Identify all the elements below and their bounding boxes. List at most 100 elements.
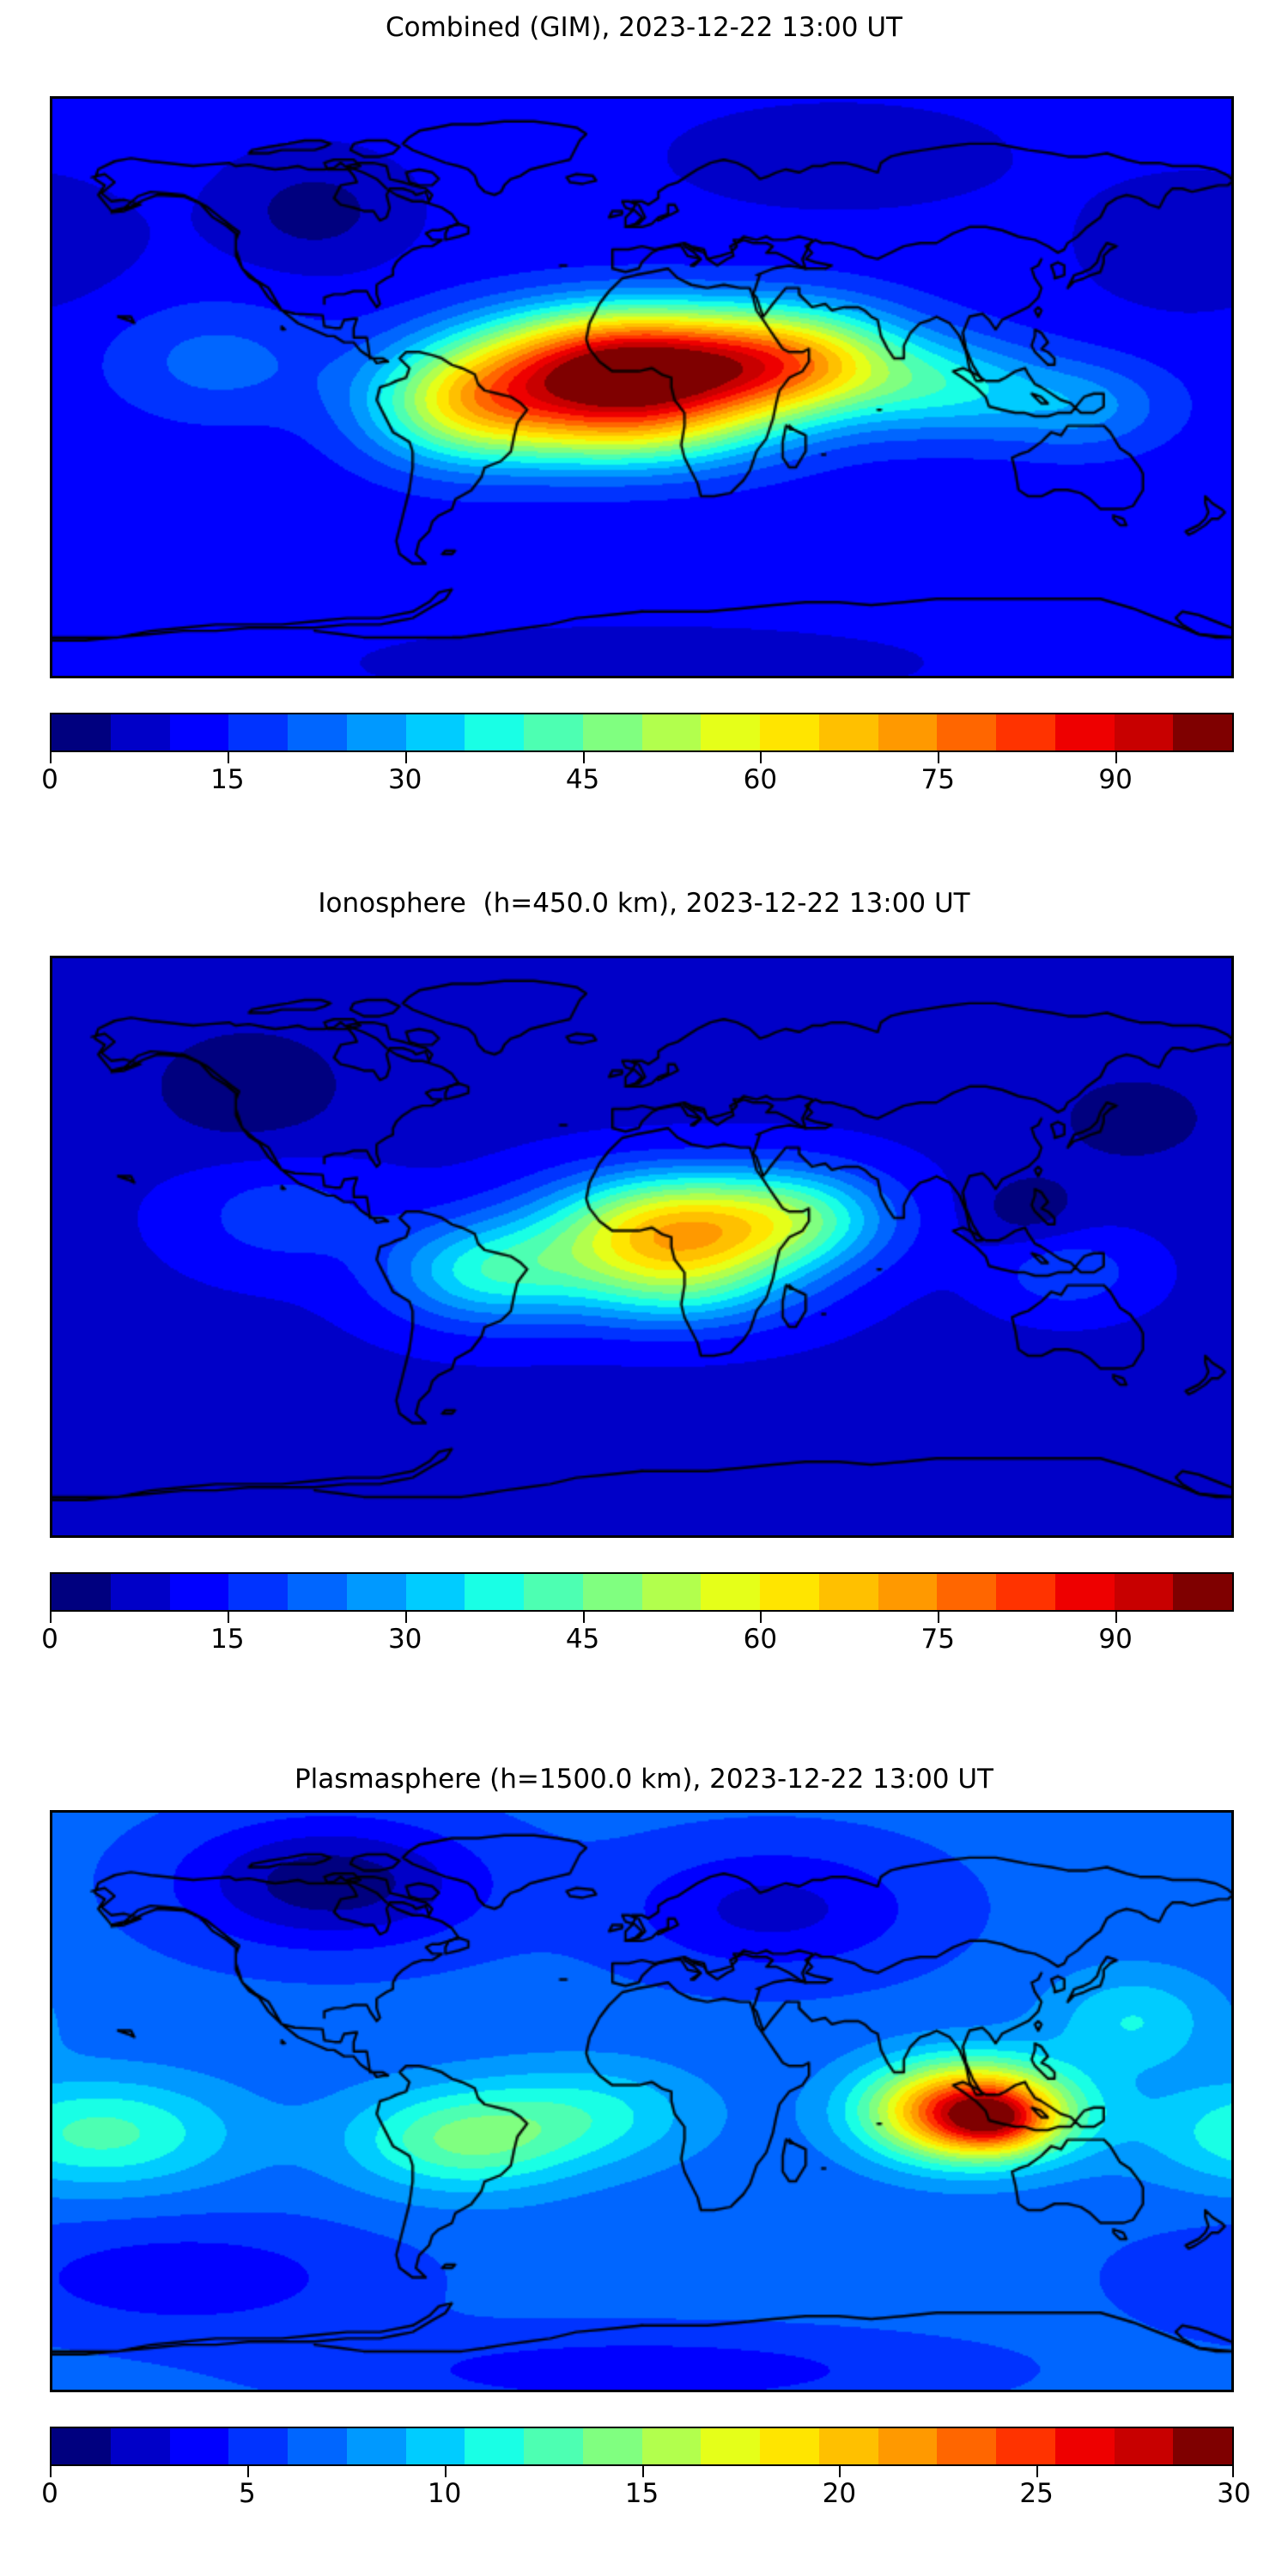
colorbar-segment	[346, 2428, 406, 2464]
colorbar-segment	[288, 1574, 347, 1610]
colorbar-segment	[996, 1574, 1055, 1610]
colorbar-segment	[288, 714, 347, 750]
colorbar-tick-label: 20	[822, 2478, 857, 2509]
colorbar-segment	[465, 714, 524, 750]
colorbar-segment	[937, 1574, 996, 1610]
colorbar-segment	[1173, 2428, 1232, 2464]
map-ionosphere	[50, 956, 1234, 1538]
colorbar-segment	[878, 714, 938, 750]
colorbar-segment	[760, 1574, 819, 1610]
colorbar-segment	[524, 1574, 583, 1610]
colorbar-ionosphere: 0 15 30 45 60 75 90	[41, 1572, 1234, 1658]
colorbar-segment	[405, 714, 465, 750]
colorbar-segment	[701, 1574, 760, 1610]
colorbar-tick	[444, 2466, 447, 2477]
colorbar-segment	[937, 714, 996, 750]
colorbar-tick	[938, 1612, 940, 1623]
colorbar-segment	[641, 714, 702, 750]
colorbar-tick	[50, 2466, 52, 2477]
panel-title-ionosphere: Ionosphere (h=450.0 km), 2023-12-22 13:0…	[318, 888, 970, 919]
colorbar-segment	[996, 714, 1055, 750]
colorbar-tick-label: 0	[41, 2478, 58, 2509]
colorbar-segment	[818, 1574, 878, 1610]
colorbar-segment	[1173, 714, 1232, 750]
colorbar-labels-combined: 0 15 30 45 60 75 90	[41, 764, 1234, 799]
colorbar-segment	[169, 2428, 229, 2464]
colorbar-segment	[228, 1574, 288, 1610]
colorbar-ticks-ionosphere	[50, 1612, 1234, 1624]
colorbar-tick-label: 0	[41, 764, 58, 795]
colorbar-segment	[346, 714, 406, 750]
colorbar-tick-label: 10	[427, 2478, 462, 2509]
colorbar-tick-label: 45	[565, 764, 600, 795]
colorbar-segment	[228, 2428, 288, 2464]
colorbar-combined: 0 15 30 45 60 75 90	[41, 713, 1234, 799]
colorbar-segment	[1173, 1574, 1232, 1610]
colorbar-tick	[582, 1612, 585, 1623]
colorbar-tick-label: 75	[920, 1624, 955, 1655]
colorbar-segment	[169, 1574, 229, 1610]
colorbar-tick	[227, 1612, 229, 1623]
colorbar-tick	[760, 752, 762, 763]
colorbar-tick	[227, 752, 229, 763]
colorbar-segment	[582, 2428, 642, 2464]
colorbar-segment	[1054, 2428, 1115, 2464]
colorbar-segment	[582, 714, 642, 750]
colorbar-tick-label: 90	[1098, 764, 1133, 795]
colorbar-labels-ionosphere: 0 15 30 45 60 75 90	[41, 1624, 1234, 1658]
colorbar-tick	[641, 2466, 644, 2477]
colorbar-gradient-plasmasphere	[50, 2427, 1234, 2466]
colorbar-segment	[582, 1574, 642, 1610]
panel-ionosphere: Ionosphere (h=450.0 km), 2023-12-22 13:0…	[0, 876, 1288, 1752]
colorbar-segment	[760, 714, 819, 750]
colorbar-tick	[404, 1612, 407, 1623]
colorbar-gradient-ionosphere	[50, 1572, 1234, 1612]
colorbar-tick	[1036, 2466, 1039, 2477]
colorbar-segment	[52, 2428, 111, 2464]
colorbar-tick	[1115, 1612, 1118, 1623]
colorbar-segment	[110, 2428, 170, 2464]
colorbar-tick	[839, 2466, 841, 2477]
panel-title-combined: Combined (GIM), 2023-12-22 13:00 UT	[386, 12, 902, 43]
colorbar-tick-label: 0	[41, 1624, 58, 1655]
colorbar-segment	[110, 1574, 170, 1610]
colorbar-tick-label: 15	[210, 764, 245, 795]
map-plasmasphere	[50, 1810, 1234, 2392]
colorbar-segment	[110, 714, 170, 750]
colorbar-tick-label: 30	[387, 764, 422, 795]
colorbar-segment	[878, 2428, 938, 2464]
colorbar-segment	[1114, 2428, 1174, 2464]
colorbar-segment	[701, 714, 760, 750]
colorbar-segment	[937, 2428, 996, 2464]
colorbar-tick	[938, 752, 940, 763]
colorbar-tick-label: 5	[238, 2478, 256, 2509]
colorbar-gradient-combined	[50, 713, 1234, 752]
colorbar-segment	[405, 2428, 465, 2464]
colorbar-segment	[52, 1574, 111, 1610]
map-canvas-plasmasphere	[52, 1813, 1231, 2390]
panel-combined-gim: Combined (GIM), 2023-12-22 13:00 UT 0 15 3…	[0, 0, 1288, 876]
colorbar-segment	[878, 1574, 938, 1610]
colorbar-segment	[1054, 1574, 1115, 1610]
colorbar-segment	[641, 1574, 702, 1610]
colorbar-segment	[818, 714, 878, 750]
colorbar-tick-label: 60	[743, 764, 778, 795]
colorbar-tick	[760, 1612, 762, 1623]
colorbar-segment	[346, 1574, 406, 1610]
colorbar-tick-label: 60	[743, 1624, 778, 1655]
colorbar-tick-label: 30	[387, 1624, 422, 1655]
colorbar-segment	[405, 1574, 465, 1610]
colorbar-segment	[1114, 714, 1174, 750]
colorbar-segment	[52, 714, 111, 750]
colorbar-tick-label: 75	[920, 764, 955, 795]
colorbar-tick	[50, 752, 52, 763]
panel-title-plasmasphere: Plasmasphere (h=1500.0 km), 2023-12-22 1…	[294, 1764, 993, 1795]
colorbar-segment	[228, 714, 288, 750]
colorbar-segment	[288, 2428, 347, 2464]
colorbar-tick-label: 45	[565, 1624, 600, 1655]
colorbar-labels-plasmasphere: 0 5 10 15 20 25 30	[41, 2478, 1251, 2512]
colorbar-tick-label: 30	[1217, 2478, 1251, 2509]
map-combined-gim	[50, 96, 1234, 678]
colorbar-tick	[582, 752, 585, 763]
colorbar-ticks-combined	[50, 752, 1234, 764]
